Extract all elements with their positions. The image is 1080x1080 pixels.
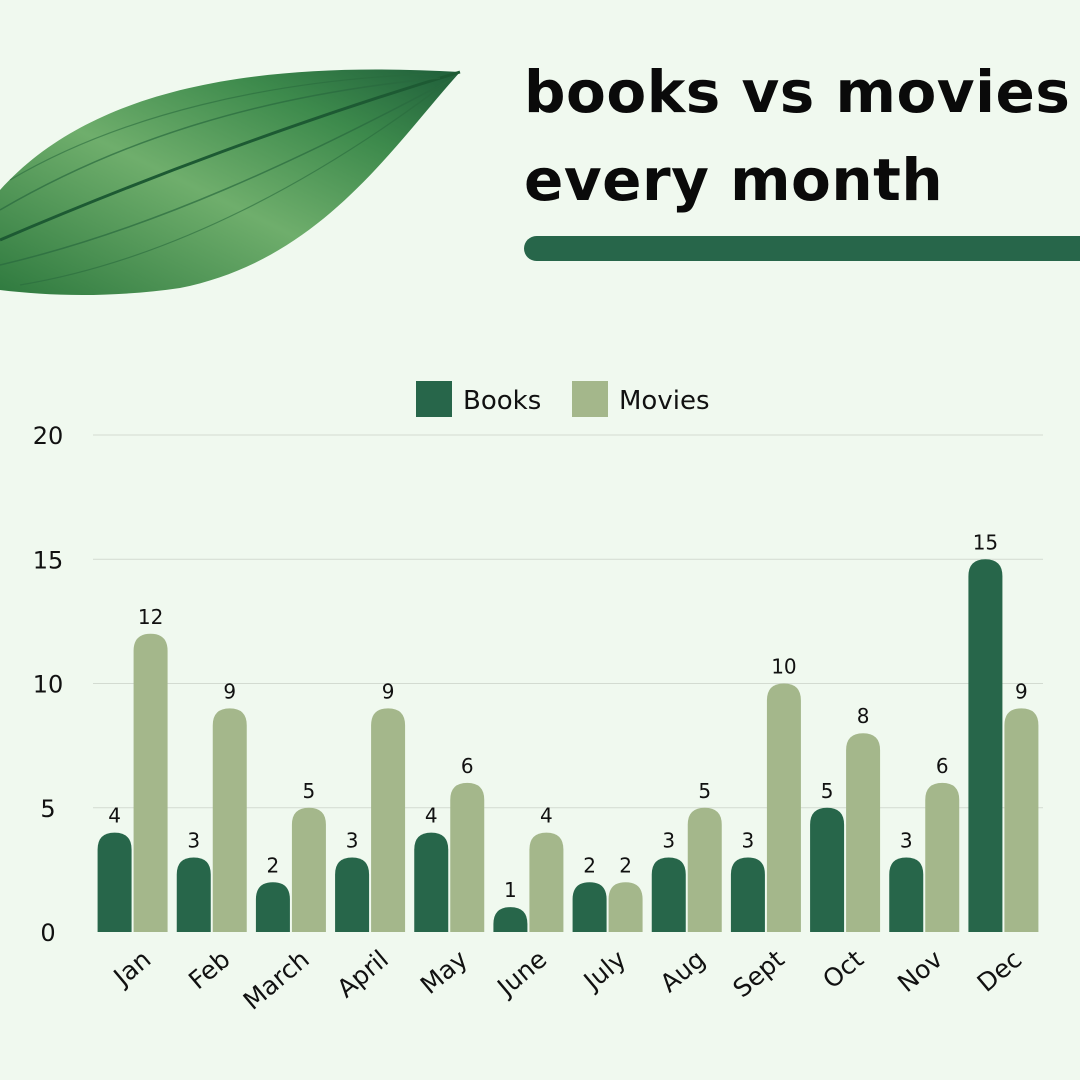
legend-label-movies: Movies [619,386,710,416]
bar-books-march [255,882,290,932]
bar-movies-march [291,807,326,932]
bar-books-june [493,907,528,932]
x-tick-label: Feb [183,944,236,995]
bar-books-feb [176,857,211,932]
data-label-movies: 5 [303,779,316,803]
data-label-books: 3 [187,828,200,852]
legend-label-books: Books [463,386,541,416]
bar-movies-oct [846,733,881,932]
x-tick-label: Aug [655,944,711,998]
bar-movies-nov [925,782,960,932]
legend-swatch-books [416,381,452,417]
data-label-movies: 12 [138,605,163,629]
bar-books-july [572,882,607,932]
data-label-books: 15 [973,530,998,554]
data-label-books: 4 [425,804,438,828]
bar-movies-dec [1004,708,1039,932]
leaf-illustration [0,69,461,295]
data-label-movies: 5 [698,779,711,803]
data-label-movies: 6 [461,754,474,778]
bar-books-april [335,857,370,932]
data-label-movies: 10 [771,655,796,679]
y-tick-label: 0 [40,919,55,947]
y-tick-label: 10 [33,671,64,699]
data-label-movies: 2 [619,853,632,877]
bar-books-jan [97,832,132,932]
title-underline-bar [524,236,1080,261]
data-label-books: 3 [900,828,913,852]
y-tick-label: 5 [40,795,55,823]
bar-books-sept [730,857,765,932]
bar-movies-july [608,882,643,932]
data-label-movies: 9 [1015,679,1028,703]
data-label-books: 4 [108,804,121,828]
x-tick-label: March [238,944,315,1015]
bar-books-may [414,832,449,932]
x-tick-label: Nov [892,944,948,998]
data-label-books: 3 [662,828,675,852]
x-tick-label: Dec [972,944,1028,997]
data-label-movies: 8 [857,704,870,728]
bar-books-oct [810,807,845,932]
data-label-books: 3 [742,828,755,852]
bar-books-aug [651,857,686,932]
legend-swatch-movies [572,381,608,417]
x-axis-categories: Jan Feb March April May June July Aug Sept Oct Nov… [107,944,1028,1015]
bar-movies-may [450,782,485,932]
data-label-books: 2 [267,853,280,877]
bar-books-nov [889,857,924,932]
data-label-movies: 4 [540,804,553,828]
x-tick-label: Oct [817,944,869,994]
bar-movies-feb [212,708,247,932]
x-tick-label: May [415,944,473,1000]
x-tick-label: April [332,944,394,1003]
page-title: books vs movies every month [524,48,1070,224]
bar-books-dec [968,559,1003,932]
x-tick-label: July [577,944,632,997]
y-tick-label: 20 [33,422,64,450]
x-tick-label: June [490,944,552,1003]
data-label-books: 2 [583,853,596,877]
bar-movies-june [529,832,564,932]
bar-movies-sept [766,683,801,932]
data-label-books: 1 [504,878,517,902]
data-label-movies: 9 [382,679,395,703]
title-line-1: books vs movies [524,58,1071,126]
y-axis-ticks: 0 5 10 15 20 [33,422,64,947]
bar-movies-jan [133,633,168,932]
legend: Books Movies [416,381,710,417]
data-label-books: 3 [346,828,359,852]
x-tick-label: Jan [107,944,157,992]
x-tick-label: Sept [728,944,790,1003]
grid-lines [93,434,1043,809]
bar-movies-aug [687,807,722,932]
bars [97,559,1039,932]
bar-movies-april [371,708,406,932]
title-line-2: every month [524,146,944,214]
data-label-movies: 9 [223,679,236,703]
y-tick-label: 15 [33,546,64,574]
data-label-books: 5 [821,779,834,803]
data-label-movies: 6 [936,754,949,778]
